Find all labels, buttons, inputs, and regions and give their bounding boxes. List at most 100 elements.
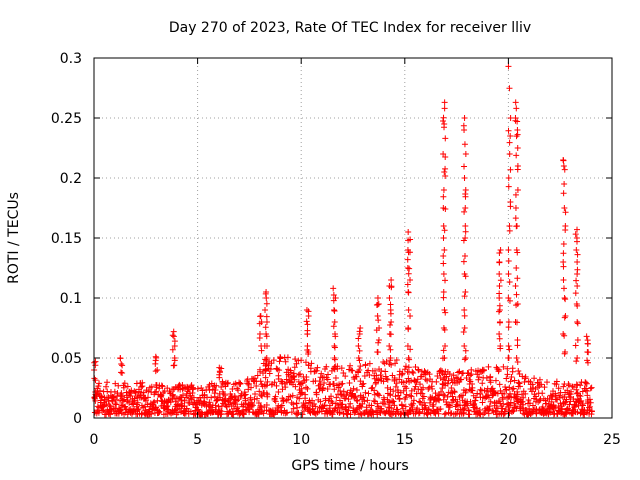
data-point — [256, 366, 263, 373]
data-point — [293, 400, 300, 407]
data-point — [213, 382, 220, 389]
data-point — [507, 166, 514, 173]
data-point — [513, 291, 520, 298]
data-point — [254, 372, 261, 379]
data-point — [505, 175, 512, 181]
data-point — [373, 302, 380, 309]
data-point — [514, 319, 521, 326]
data-point — [442, 135, 449, 142]
data-point — [112, 380, 119, 387]
data-point — [387, 331, 394, 338]
data-point — [445, 377, 452, 384]
data-point — [572, 342, 579, 349]
data-point — [255, 411, 262, 418]
data-point — [361, 373, 368, 380]
data-point — [461, 175, 468, 181]
data-point — [288, 409, 295, 416]
data-point — [442, 343, 449, 349]
data-point — [237, 393, 244, 400]
data-point — [128, 387, 135, 394]
data-point — [577, 382, 584, 389]
data-point — [496, 335, 503, 342]
data-point — [218, 408, 225, 415]
data-point — [572, 231, 579, 238]
data-point — [539, 390, 546, 397]
data-point — [403, 391, 410, 398]
data-point — [374, 400, 381, 407]
data-point — [440, 118, 447, 125]
data-point — [156, 408, 163, 415]
data-point — [299, 411, 306, 418]
data-point — [119, 393, 125, 400]
data-point — [513, 105, 520, 112]
data-point — [342, 373, 349, 380]
data-point — [577, 393, 584, 400]
data-point — [142, 395, 149, 402]
data-point — [536, 376, 543, 383]
data-point — [148, 411, 155, 418]
data-point — [370, 397, 377, 404]
data-point — [415, 367, 422, 374]
data-point — [118, 361, 125, 367]
data-point — [99, 407, 106, 414]
data-point — [362, 362, 369, 369]
data-point — [294, 404, 301, 411]
data-point — [414, 405, 421, 412]
data-point — [278, 402, 285, 409]
data-point — [388, 284, 395, 291]
data-point — [505, 343, 512, 349]
data-point — [386, 295, 393, 301]
data-point — [392, 393, 399, 400]
data-point — [287, 369, 294, 376]
data-point — [446, 371, 453, 378]
data-point — [560, 383, 567, 390]
data-point — [440, 260, 447, 267]
data-point — [579, 401, 586, 408]
data-point — [346, 379, 353, 386]
data-point — [120, 384, 127, 391]
data-point — [173, 406, 180, 413]
data-point — [388, 411, 395, 418]
data-point — [111, 388, 118, 395]
data-point — [496, 271, 503, 277]
data-point — [323, 363, 330, 370]
data-point — [506, 346, 513, 353]
data-point — [272, 398, 279, 405]
data-point — [512, 215, 519, 222]
data-point — [353, 386, 360, 393]
data-point — [291, 376, 298, 383]
data-point — [497, 345, 504, 352]
data-point — [263, 300, 270, 307]
data-point — [174, 409, 181, 416]
data-point — [152, 368, 159, 375]
data-point — [331, 386, 338, 393]
data-point — [167, 399, 174, 406]
data-point — [560, 277, 567, 283]
data-point — [500, 411, 507, 418]
data-point — [124, 383, 131, 390]
data-point — [440, 376, 447, 383]
data-point — [396, 396, 403, 403]
data-point — [187, 408, 194, 415]
data-point — [461, 163, 468, 170]
data-point — [405, 364, 412, 371]
data-point — [365, 390, 372, 397]
data-point — [405, 237, 412, 244]
data-point — [506, 85, 513, 92]
data-point — [169, 332, 176, 339]
data-point — [263, 319, 270, 325]
data-point — [564, 387, 571, 394]
data-point — [181, 397, 188, 404]
data-point — [460, 328, 467, 335]
data-point — [304, 385, 311, 392]
data-point — [263, 333, 270, 340]
data-point — [462, 289, 469, 295]
data-point — [448, 384, 455, 391]
data-point — [556, 394, 563, 401]
data-point — [429, 403, 436, 410]
data-point — [561, 314, 568, 321]
data-point — [335, 404, 342, 411]
data-point — [256, 320, 263, 327]
data-point — [480, 367, 487, 374]
data-point — [113, 396, 120, 403]
